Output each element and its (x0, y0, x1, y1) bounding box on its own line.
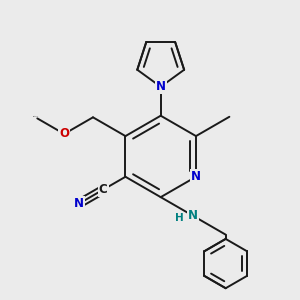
Text: C: C (99, 183, 108, 196)
Text: O: O (59, 128, 69, 140)
Text: H: H (175, 214, 184, 224)
Text: N: N (191, 170, 201, 183)
Text: N: N (188, 209, 198, 222)
Text: N: N (156, 80, 166, 93)
Text: N: N (156, 80, 166, 93)
Text: methoxy: methoxy (33, 116, 39, 117)
Text: N: N (74, 197, 84, 210)
